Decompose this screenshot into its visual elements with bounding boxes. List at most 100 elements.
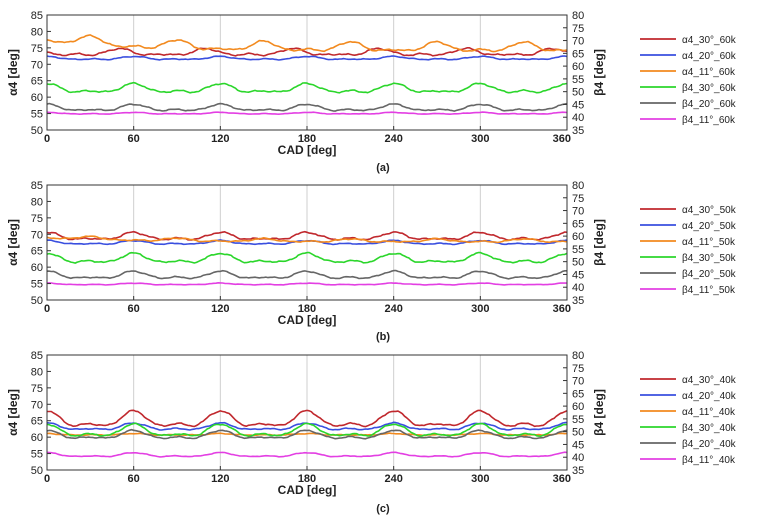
y-right-tick-label: 40 <box>572 452 584 464</box>
series-line <box>46 111 568 115</box>
legend-entry: β4_11°_40k <box>682 455 736 466</box>
legend-entry: α4_30°_50k <box>682 205 737 216</box>
y-left-tick-label: 50 <box>31 465 43 477</box>
y-right-tick-label: 60 <box>572 401 584 413</box>
y-right-tick-label: 40 <box>572 282 584 294</box>
x-tick-label: 300 <box>471 473 489 485</box>
legend-entry: β4_11°_60k <box>682 115 736 126</box>
legend-entry: α4_30°_40k <box>682 375 737 386</box>
series-line <box>46 428 568 440</box>
y-left-tick-label: 80 <box>31 196 43 208</box>
y-right-tick-label: 55 <box>572 244 584 256</box>
legend: α4_30°_60k α4_20°_60k α4_11°_60k β4_30°_60k… <box>640 35 737 126</box>
series-line <box>46 451 568 458</box>
y-right-tick-label: 50 <box>572 427 584 439</box>
y-right-tick-label: 35 <box>572 465 584 477</box>
y-left-tick-label: 65 <box>31 246 43 258</box>
series-line <box>46 230 568 241</box>
y-right-tick-label: 80 <box>572 350 584 362</box>
y-right-tick-label: 45 <box>572 99 584 111</box>
legend: α4_30°_40k α4_20°_40k α4_11°_40k β4_30°_40k… <box>640 375 737 466</box>
x-tick-label: 300 <box>471 133 489 145</box>
legend-entry: α4_20°_40k <box>682 391 737 402</box>
y-right-tick-label: 65 <box>572 218 584 230</box>
y-right-tick-label: 55 <box>572 414 584 426</box>
y-left-tick-label: 70 <box>31 399 43 411</box>
x-tick-label: 360 <box>553 303 571 315</box>
y-left-tick-label: 85 <box>31 10 43 22</box>
y-left-tick-label: 75 <box>31 43 43 55</box>
y-right-tick-label: 75 <box>572 363 584 375</box>
x-axis-label: CAD [deg] <box>278 313 337 327</box>
y-right-tick-label: 60 <box>572 231 584 243</box>
legend-entry: α4_11°_50k <box>682 237 736 248</box>
y-left-tick-label: 50 <box>31 295 43 307</box>
y-left-tick-label: 60 <box>31 262 43 274</box>
series-line <box>46 235 568 244</box>
y-left-axis-label: α4 [deg] <box>6 49 20 96</box>
y-right-tick-label: 35 <box>572 295 584 307</box>
y-left-tick-label: 80 <box>31 26 43 38</box>
x-tick-label: 300 <box>471 303 489 315</box>
series-line <box>46 422 568 438</box>
x-tick-label: 60 <box>128 133 140 145</box>
y-left-tick-label: 65 <box>31 416 43 428</box>
y-left-tick-label: 70 <box>31 229 43 241</box>
y-right-tick-label: 50 <box>572 87 584 99</box>
y-left-tick-label: 55 <box>31 279 43 291</box>
series-line <box>46 55 568 61</box>
x-tick-label: 240 <box>384 303 402 315</box>
x-axis-label: CAD [deg] <box>278 143 337 157</box>
y-right-tick-label: 35 <box>572 125 584 137</box>
x-tick-label: 180 <box>298 303 316 315</box>
y-right-tick-label: 70 <box>572 206 584 218</box>
series-line <box>46 269 567 280</box>
x-tick-label: 120 <box>211 473 229 485</box>
y-right-axis-label: β4 [deg] <box>592 219 606 266</box>
y-left-tick-label: 85 <box>31 180 43 192</box>
y-right-tick-label: 75 <box>572 193 584 205</box>
y-left-tick-label: 60 <box>31 432 43 444</box>
series-line <box>46 282 568 286</box>
y-right-tick-label: 80 <box>572 10 584 22</box>
x-tick-label: 60 <box>128 473 140 485</box>
y-left-tick-label: 80 <box>31 366 43 378</box>
y-left-axis-label: α4 [deg] <box>6 219 20 266</box>
y-right-tick-label: 40 <box>572 112 584 124</box>
x-tick-label: 240 <box>384 133 402 145</box>
y-left-tick-label: 50 <box>31 125 43 137</box>
x-axis-label: CAD [deg] <box>278 483 337 497</box>
panel-label: (c) <box>376 503 390 515</box>
x-tick-label: 180 <box>298 473 316 485</box>
x-tick-label: 120 <box>211 303 229 315</box>
panel-label: (a) <box>376 162 390 174</box>
y-right-tick-label: 70 <box>572 36 584 48</box>
y-right-tick-label: 45 <box>572 269 584 281</box>
y-right-axis-label: β4 [deg] <box>592 389 606 436</box>
series-line <box>46 251 568 264</box>
legend: α4_30°_50k α4_20°_50k α4_11°_50k β4_30°_50k… <box>640 205 737 296</box>
y-left-tick-label: 70 <box>31 59 43 71</box>
y-right-tick-label: 70 <box>572 376 584 388</box>
y-left-tick-label: 75 <box>31 213 43 225</box>
series-line <box>46 81 568 94</box>
y-left-tick-label: 65 <box>31 76 43 88</box>
legend-entry: β4_20°_60k <box>682 99 737 110</box>
legend-entry: β4_30°_40k <box>682 423 737 434</box>
x-tick-label: 0 <box>44 133 50 145</box>
x-tick-label: 360 <box>553 133 571 145</box>
x-tick-label: 120 <box>211 133 229 145</box>
legend-entry: α4_20°_50k <box>682 221 737 232</box>
x-tick-label: 360 <box>553 473 571 485</box>
y-right-tick-label: 80 <box>572 180 584 192</box>
y-left-tick-label: 55 <box>31 449 43 461</box>
legend-entry: β4_20°_40k <box>682 439 737 450</box>
series-line <box>46 34 568 53</box>
y-left-tick-label: 55 <box>31 109 43 121</box>
legend-entry: β4_20°_50k <box>682 269 737 280</box>
y-right-tick-label: 75 <box>572 23 584 35</box>
y-right-tick-label: 65 <box>572 388 584 400</box>
x-tick-label: 180 <box>298 133 316 145</box>
